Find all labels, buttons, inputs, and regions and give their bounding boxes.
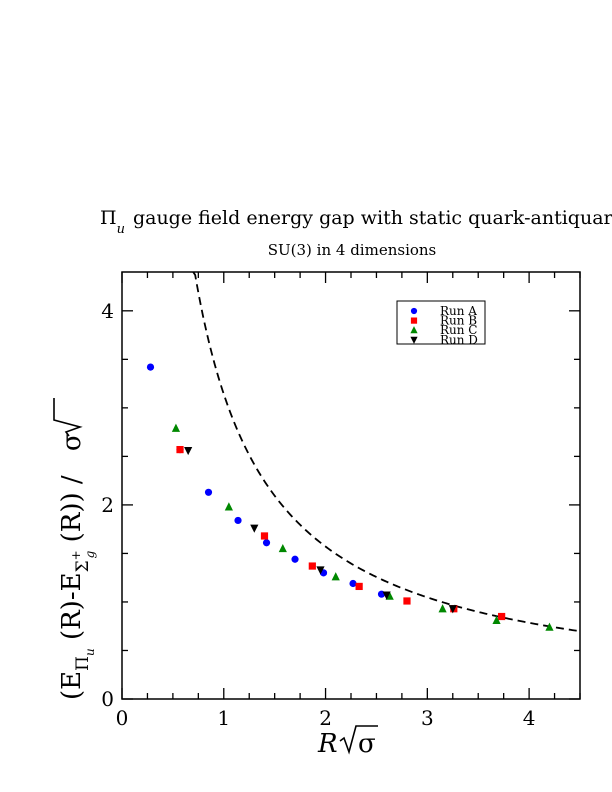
point-run-b (403, 597, 411, 605)
svg-text:(EΠu (R)-EΣ+g (R)) / σ: (EΠu (R)-EΣ+g (R)) / σ (57, 433, 97, 700)
x-tick-label: 4 (523, 706, 536, 730)
point-run-c (545, 622, 554, 631)
ylabel-mid1: (R)-E (57, 572, 87, 648)
ylabel-sub1-sub: u (83, 648, 97, 656)
x-axis-label: R σ (317, 725, 378, 759)
ylabel-sub1: Π (73, 656, 93, 671)
plot-frame (121, 271, 581, 700)
x-axis-label-sigma: σ (358, 729, 376, 759)
legend-label: Run B (440, 314, 477, 328)
point-run-c (278, 543, 287, 553)
x-tick-label: 2 (319, 706, 332, 730)
data-points (146, 363, 554, 631)
chart-subtitle: SU(3) in 4 dimensions (268, 241, 437, 259)
axis-ticks (121, 272, 581, 700)
point-run-d (250, 524, 259, 533)
point-run-d (184, 446, 193, 456)
y-tick-label: 4 (101, 299, 114, 323)
y-tick-label: 2 (101, 493, 114, 517)
x-tick-label: 3 (421, 706, 434, 730)
y-tick-label: 0 (101, 687, 114, 711)
legend-marker (410, 317, 418, 324)
point-run-b (176, 445, 184, 454)
x-tick-label: 0 (116, 706, 129, 730)
point-run-b (355, 582, 363, 591)
ylabel-sub2-sup: + (69, 550, 83, 560)
ylabel-sqrt: σ (57, 433, 87, 451)
point-run-d (382, 591, 391, 600)
ylabel-mid2: (R)) / (57, 467, 87, 551)
title-text: gauge field energy gap with static quark… (133, 207, 612, 229)
legend-marker (410, 307, 418, 315)
point-run-c (171, 423, 181, 432)
ylabel-sqrt-sign (53, 398, 83, 437)
legend-label: Run C (440, 323, 478, 337)
chart-title: Πu gauge field energy gap with static qua… (100, 207, 612, 237)
point-run-c (331, 572, 340, 581)
x-axis-sqrt-sign (339, 725, 378, 755)
point-run-c (438, 604, 447, 613)
x-tick-label: 1 (217, 706, 230, 730)
point-run-a (234, 516, 242, 525)
point-run-a (262, 539, 271, 547)
ylabel-open: (E (57, 671, 87, 700)
point-run-b (308, 562, 316, 570)
point-run-a (204, 488, 213, 496)
point-run-c (224, 502, 233, 511)
point-run-a (349, 579, 357, 588)
point-run-a (291, 555, 299, 563)
title-symbol-sub: u (117, 222, 125, 237)
legend-marker (410, 326, 418, 334)
point-run-a (146, 363, 155, 371)
point-run-b (260, 532, 269, 540)
legend-marker (410, 336, 418, 344)
point-run-d (448, 605, 457, 614)
tick-labels: 0 1 2 3 4 0 2 4 (101, 299, 535, 730)
legend-label: Run A (440, 304, 477, 318)
point-run-b (498, 612, 506, 621)
ylabel-sub2-sub: g (83, 550, 97, 558)
reference-curve (192, 271, 581, 633)
point-run-d (316, 566, 325, 575)
point-run-c (492, 615, 501, 624)
title-symbol: Π (100, 207, 117, 229)
x-axis-label-r: R (317, 729, 338, 759)
legend-label: Run D (440, 333, 478, 347)
y-axis-label: (EΠu (R)-EΣ+g (R)) / σ (53, 398, 97, 700)
ylabel-sub2: Σ (73, 560, 93, 572)
